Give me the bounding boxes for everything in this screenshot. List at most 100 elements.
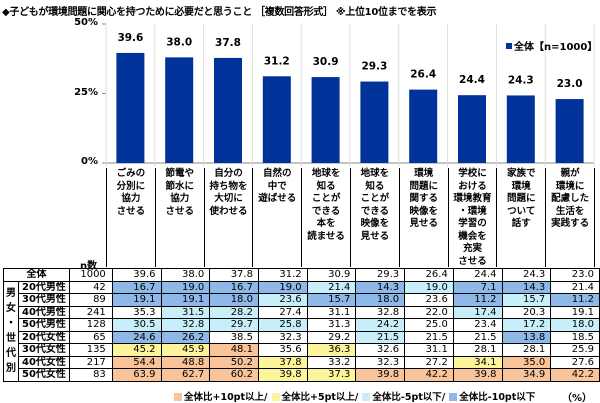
value-cell: 13.8 (501, 330, 552, 344)
value-cell: 31.1 (306, 305, 357, 319)
value-cell: 50.2 (209, 355, 259, 369)
value-cell: 25.8 (257, 318, 308, 332)
group-label: 男 女 ・ 世 代 別 (3, 280, 19, 382)
n-value: 1000 (68, 268, 113, 282)
value-cell: 35.3 (111, 305, 162, 319)
key-swatch (174, 393, 182, 401)
value-cell: 27.6 (550, 355, 600, 369)
data-label: 24.3 (508, 74, 534, 86)
legend: 全体【n=1000】 (506, 38, 597, 53)
value-cell: 62.7 (160, 368, 211, 382)
bar (165, 57, 194, 163)
value-cell: 15.7 (306, 293, 357, 307)
value-cell: 28.2 (209, 305, 259, 319)
data-label: 39.6 (117, 32, 143, 44)
value-cell: 29.3 (355, 268, 406, 282)
n-value: 241 (68, 305, 113, 319)
value-cell: 26.4 (404, 268, 454, 282)
value-cell: 38.0 (160, 268, 211, 282)
n-value: 42 (68, 280, 113, 294)
value-cell: 28.1 (501, 343, 552, 357)
value-cell: 27.2 (404, 355, 454, 369)
y-tick-50: 50% (74, 17, 98, 28)
value-cell: 31.1 (404, 343, 454, 357)
value-cell: 42.2 (404, 368, 454, 382)
value-cell: 24.3 (501, 268, 552, 282)
value-cell: 29.2 (306, 330, 357, 344)
value-cell: 25.9 (550, 343, 600, 357)
row-label: 30代男性 (18, 293, 70, 307)
value-cell: 39.6 (111, 268, 162, 282)
value-cell: 39.8 (452, 368, 503, 382)
data-label: 26.4 (410, 69, 436, 81)
bar (458, 95, 486, 163)
data-label: 38.0 (166, 36, 192, 48)
value-cell: 54.4 (111, 355, 162, 369)
y-tick-0: 0% (81, 156, 98, 167)
n-header: n数 (80, 261, 98, 272)
value-cell: 19.0 (404, 280, 454, 294)
value-cell: 16.7 (111, 280, 162, 294)
value-cell: 24.4 (452, 268, 503, 282)
data-label: 29.3 (361, 61, 387, 73)
value-cell: 37.3 (306, 368, 357, 382)
value-cell: 19.0 (160, 280, 211, 294)
value-cell: 37.8 (209, 268, 259, 282)
chart-title: ◆子どもが環境問題に関心を持つために必要だと思うこと ［複数回答形式］ ※上位1… (2, 7, 437, 18)
value-cell: 32.8 (160, 318, 211, 332)
n-value: 128 (68, 318, 113, 332)
table-row: 40代男性 241 35.3 31.5 28.2 27.4 31.1 32.8 22.0 17.4… (4, 305, 600, 319)
value-cell: 23.0 (550, 268, 600, 282)
n-value: 217 (68, 355, 113, 369)
row-label: 20代女性 (18, 330, 70, 344)
row-label: 全体 (3, 268, 70, 282)
legend-label: 全体【n=1000】 (514, 42, 598, 53)
key-label: 全体比-5pt以下/ (372, 392, 446, 403)
value-cell: 22.0 (404, 305, 454, 319)
data-label: 24.4 (459, 74, 485, 86)
value-cell: 18.0 (550, 318, 600, 332)
table-row: 50代男性 128 30.5 32.8 29.7 25.8 31.3 24.2 25.0 23.4… (4, 318, 600, 332)
value-cell: 23.6 (404, 293, 454, 307)
value-cell: 32.6 (355, 343, 406, 357)
bar (360, 81, 389, 163)
row-label: 40代男性 (18, 305, 70, 319)
value-cell: 20.3 (501, 305, 552, 319)
key-label: 全体比+10pt以上/ (184, 392, 268, 403)
crosstab-table: 全体 1000 39.6 38.0 37.8 31.2 30.9 29.3 26.4 24.4 24… (3, 268, 600, 382)
value-cell: 19.1 (111, 293, 162, 307)
value-cell: 19.1 (160, 293, 211, 307)
value-cell: 17.2 (501, 318, 552, 332)
category-label: 家族で 環境 問題に ついて 話す (496, 168, 545, 267)
key-swatch (271, 393, 280, 401)
value-cell: 14.3 (355, 280, 406, 294)
row-label: 40代女性 (18, 355, 70, 369)
value-cell: 32.3 (355, 355, 406, 369)
category-label: 学校に おける 環境教育 ・環境 学習の 機会を 充実 させる (447, 168, 497, 267)
value-cell: 16.7 (209, 280, 259, 294)
value-cell: 23.4 (452, 318, 503, 332)
table-row-total: 全体 1000 39.6 38.0 37.8 31.2 30.9 29.3 26.4 24.4 24… (3, 268, 600, 282)
data-label: 30.9 (313, 56, 339, 68)
value-cell: 36.3 (306, 343, 357, 357)
category-label: ごみの 分別に 協力 させる (106, 168, 155, 267)
category-label: 地球を 知る ことが できる 本を 読ませる (301, 168, 350, 267)
value-cell: 31.3 (306, 318, 357, 332)
value-cell: 27.4 (257, 305, 308, 319)
value-cell: 60.2 (209, 368, 259, 382)
value-cell: 37.8 (257, 355, 308, 369)
category-label: 環境 問題に 関する 映像を 見せる (398, 168, 448, 267)
value-cell: 21.5 (355, 330, 406, 344)
value-cell: 21.4 (550, 280, 600, 294)
bar (262, 76, 291, 163)
y-tick-25: 25% (74, 87, 98, 98)
category-label: 自然の 中で 遊ばせる (252, 168, 301, 267)
row-label: 50代男性 (18, 318, 70, 332)
value-cell: 33.2 (306, 355, 357, 369)
row-label: 30代女性 (18, 343, 70, 357)
value-cell: 48.8 (160, 355, 211, 369)
value-cell: 19.0 (257, 280, 308, 294)
table-row: 30代女性 135 45.2 45.9 48.1 35.6 36.3 32.6 31.1 28.1… (4, 343, 600, 357)
value-cell: 28.1 (452, 343, 503, 357)
value-cell: 24.2 (355, 318, 406, 332)
